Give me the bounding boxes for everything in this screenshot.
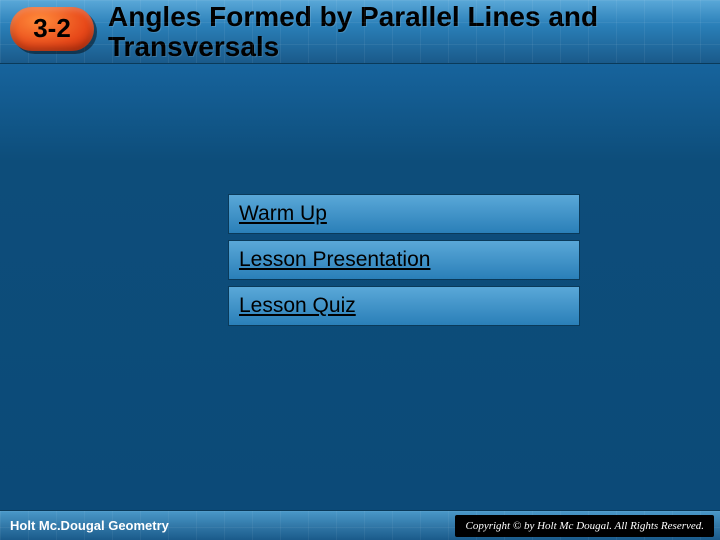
menu-label: Warm Up [239, 202, 327, 226]
section-number: 3-2 [33, 13, 71, 44]
copyright-text: Copyright © by Holt Mc Dougal. All Right… [465, 520, 704, 532]
section-badge: 3-2 [10, 7, 100, 57]
menu-item-presentation[interactable]: Lesson Presentation [228, 240, 580, 280]
copyright-box: Copyright © by Holt Mc Dougal. All Right… [455, 515, 714, 537]
slide-body: Warm Up Lesson Presentation Lesson Quiz [0, 64, 720, 510]
menu-label: Lesson Presentation [239, 248, 430, 272]
lesson-menu: Warm Up Lesson Presentation Lesson Quiz [228, 194, 580, 332]
slide-header: 3-2 Angles Formed by Parallel Lines and … [0, 0, 720, 64]
section-title: Angles Formed by Parallel Lines and Tran… [108, 2, 720, 61]
menu-item-quiz[interactable]: Lesson Quiz [228, 286, 580, 326]
menu-label: Lesson Quiz [239, 294, 356, 318]
badge-pill: 3-2 [10, 7, 94, 51]
publisher-text: Holt Mc.Dougal Geometry [0, 518, 169, 533]
slide-footer: Holt Mc.Dougal Geometry Copyright © by H… [0, 510, 720, 540]
menu-item-warmup[interactable]: Warm Up [228, 194, 580, 234]
